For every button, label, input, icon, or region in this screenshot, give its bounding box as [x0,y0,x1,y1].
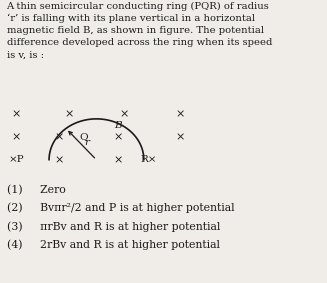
Text: (4)     2rBv and R is at higher potential: (4) 2rBv and R is at higher potential [7,239,219,250]
Text: ×: × [12,132,21,142]
Text: ×: × [175,110,184,120]
Text: (1)     Zero: (1) Zero [7,185,65,195]
Text: Q: Q [79,132,88,141]
Text: ×: × [113,132,122,142]
Text: (3)     πrBv and R is at higher potential: (3) πrBv and R is at higher potential [7,221,220,232]
Text: B: B [114,121,122,130]
Text: ×: × [175,132,184,142]
Text: ×: × [54,132,63,142]
Text: ×P: ×P [9,155,24,164]
Text: r: r [85,138,90,147]
Text: (2)     Bvπr²/2 and P is at higher potential: (2) Bvπr²/2 and P is at higher potential [7,203,234,213]
Text: ×: × [120,110,129,120]
Text: ×: × [54,155,63,165]
Text: R×: R× [141,155,157,164]
Text: ×: × [12,110,21,120]
Text: ×: × [64,110,73,120]
Text: ×: × [113,155,122,165]
Text: A thin semicircular conducting ring (PQR) of radius
‘r’ is falling with its plan: A thin semicircular conducting ring (PQR… [7,1,272,60]
